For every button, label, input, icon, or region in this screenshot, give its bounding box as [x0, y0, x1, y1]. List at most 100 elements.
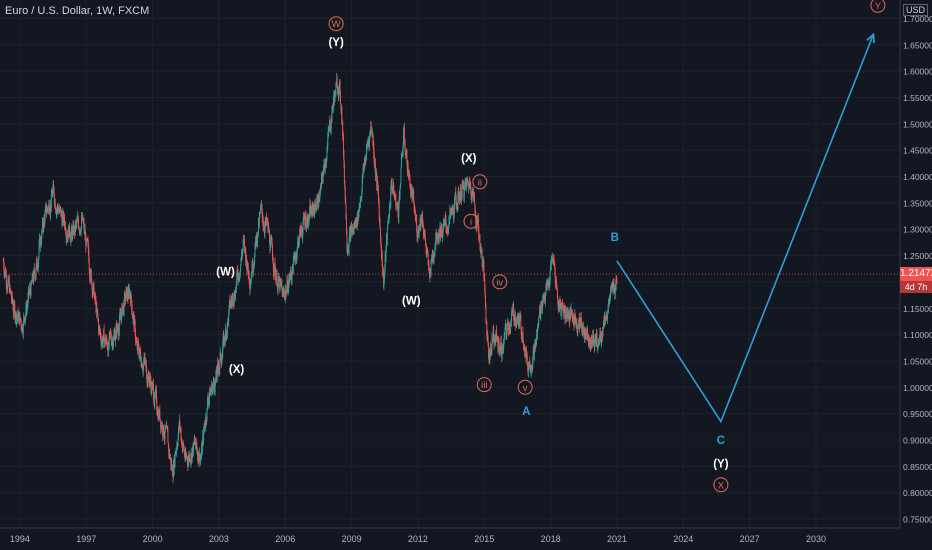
- candle-body: [44, 208, 46, 215]
- candle-body: [64, 219, 66, 227]
- candle-body: [293, 257, 295, 262]
- candle-body: [327, 136, 329, 146]
- candle-body: [170, 458, 172, 466]
- candle-body: [593, 334, 595, 344]
- candle-body: [43, 220, 45, 229]
- candle-body: [408, 173, 410, 175]
- candle-body: [246, 257, 248, 269]
- candle-body: [526, 354, 528, 366]
- candle-body: [23, 316, 25, 318]
- candle-body: [331, 107, 333, 121]
- candle-body: [57, 207, 59, 213]
- candle-body: [236, 272, 238, 283]
- candle-body: [218, 369, 220, 372]
- candle-body: [417, 228, 419, 231]
- candle-body: [472, 189, 474, 195]
- candle-body: [590, 344, 592, 349]
- candle-body: [252, 263, 253, 269]
- candle-body: [155, 389, 157, 401]
- candle-body: [19, 316, 21, 319]
- candle-body: [405, 155, 407, 157]
- candle-body: [77, 217, 79, 221]
- candle-body: [113, 334, 115, 340]
- candle-body: [152, 383, 154, 397]
- candle-body: [485, 295, 487, 308]
- candle-body: [286, 280, 288, 289]
- candle-body: [281, 287, 283, 297]
- candle-body: [542, 300, 544, 301]
- candle-body: [553, 264, 555, 267]
- candle-body: [551, 261, 552, 265]
- candle-body: [308, 217, 310, 220]
- candle-body: [569, 315, 571, 323]
- candle-body: [461, 184, 463, 194]
- candle-body: [363, 166, 365, 170]
- x-tick-label: 2018: [541, 534, 561, 544]
- candle-body: [417, 228, 419, 238]
- candle-body: [108, 335, 110, 345]
- candle-body: [6, 283, 8, 289]
- candle-body: [409, 174, 411, 187]
- candle-body: [343, 154, 345, 165]
- candle-body: [175, 451, 177, 454]
- candle-body: [87, 241, 89, 243]
- time-axis[interactable]: 1994 1997 2000 2003 2006 2009 2012 2015 2018 2021…: [0, 527, 900, 544]
- currency-label[interactable]: USD: [903, 4, 929, 16]
- candle-body: [434, 251, 435, 255]
- candle-body: [520, 326, 522, 335]
- candle-body: [336, 78, 338, 88]
- candle-body: [235, 288, 237, 291]
- candle-body: [600, 338, 602, 342]
- candle-body: [597, 342, 599, 348]
- candle-body: [561, 303, 563, 304]
- candle-body: [34, 271, 36, 279]
- candle-body: [173, 456, 175, 470]
- candle-body: [286, 289, 287, 294]
- candle-body: [330, 119, 332, 130]
- candle-body: [297, 238, 299, 245]
- candle-body: [125, 293, 127, 301]
- candle-body: [596, 332, 598, 346]
- candle-body: [390, 191, 392, 206]
- candle-body: [448, 226, 450, 233]
- candle-body: [397, 207, 399, 217]
- candle-body: [24, 316, 26, 321]
- candle-body: [87, 242, 89, 251]
- candle-body: [380, 237, 382, 245]
- candle-body: [511, 312, 512, 320]
- candle-body: [483, 261, 485, 278]
- candle-body: [335, 81, 337, 87]
- candle-body: [507, 321, 509, 326]
- wave-label: v: [523, 383, 528, 394]
- candle-body: [379, 220, 381, 224]
- candle-body: [49, 210, 51, 215]
- candle-body: [326, 160, 327, 163]
- candle-body: [554, 273, 556, 282]
- candle-body: [167, 443, 169, 446]
- candle-body: [591, 339, 593, 341]
- candle-body: [389, 206, 391, 207]
- candle-body: [46, 208, 48, 213]
- candle-body: [411, 189, 413, 199]
- candle-body: [144, 361, 146, 363]
- candle-body: [536, 334, 538, 343]
- candle-body: [163, 425, 165, 433]
- candle-body: [448, 217, 450, 219]
- y-tick-label: 0.80000: [903, 488, 932, 498]
- candle-body: [183, 448, 185, 451]
- candle-body: [262, 221, 264, 226]
- y-tick-label: 1.10000: [903, 330, 932, 340]
- candle-body: [419, 225, 421, 227]
- candle-body: [164, 428, 166, 430]
- candle-body: [310, 209, 312, 213]
- candle-body: [497, 339, 498, 342]
- candle-body: [10, 290, 12, 296]
- candle-body: [42, 220, 44, 225]
- candle-body: [106, 340, 108, 347]
- candle-body: [208, 398, 210, 402]
- candle-body: [50, 205, 51, 215]
- y-tick-label: 1.45000: [903, 146, 932, 156]
